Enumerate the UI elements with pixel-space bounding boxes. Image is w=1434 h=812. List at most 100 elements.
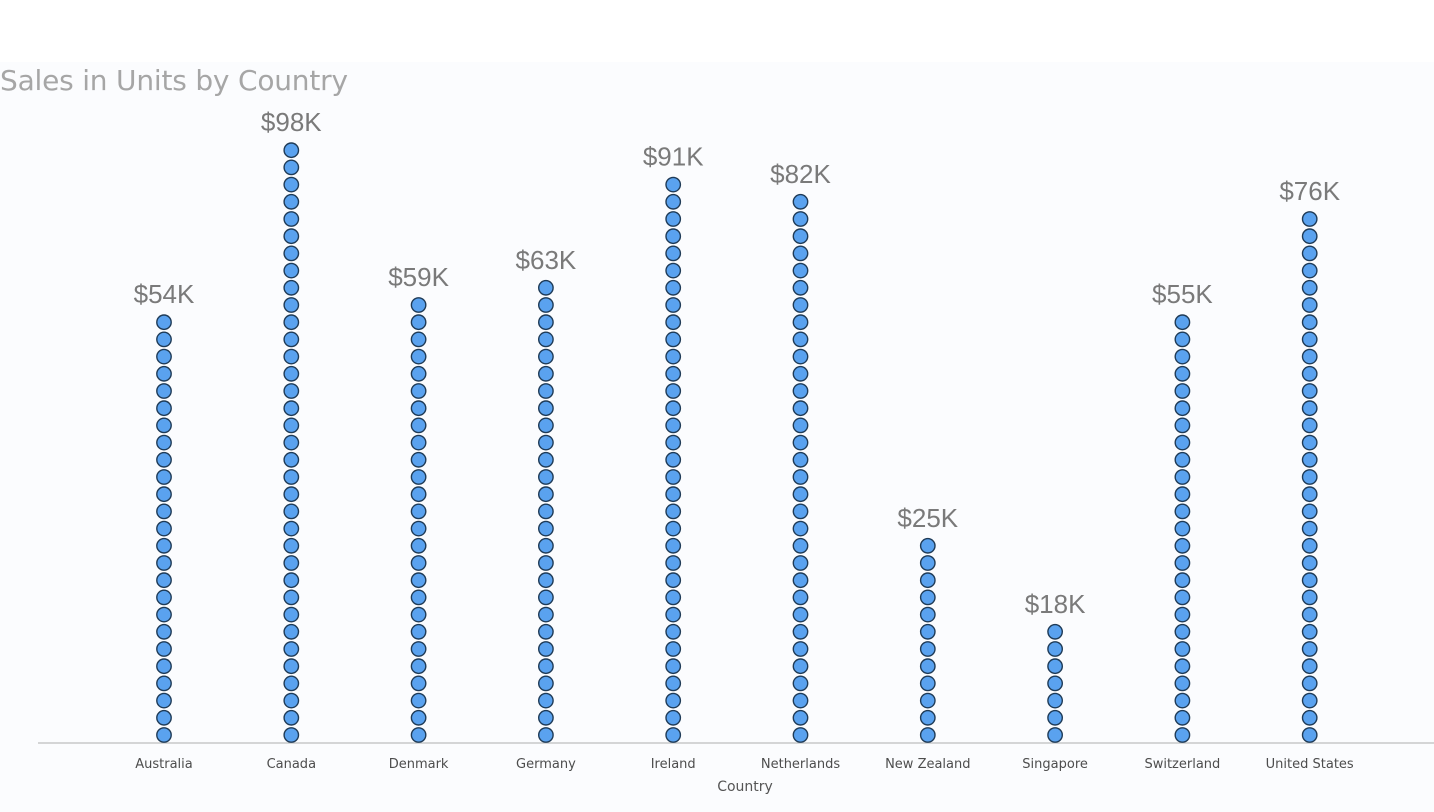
data-dot	[284, 177, 298, 191]
data-dot	[539, 642, 553, 656]
data-dot	[793, 470, 807, 484]
data-dot	[539, 315, 553, 329]
data-dot	[411, 607, 425, 621]
data-dot	[539, 539, 553, 553]
data-label: $98K	[261, 107, 322, 137]
data-dot	[284, 349, 298, 363]
data-dot	[411, 693, 425, 707]
data-dot	[1303, 418, 1317, 432]
data-dot	[539, 281, 553, 295]
data-dot	[1303, 590, 1317, 604]
data-dot	[793, 212, 807, 226]
data-dot	[284, 625, 298, 639]
data-dot	[539, 556, 553, 570]
data-dot	[284, 504, 298, 518]
data-dot	[157, 539, 171, 553]
column-netherlands[interactable]: $82K Netherlands	[761, 159, 840, 772]
data-dot	[539, 332, 553, 346]
data-dot	[284, 435, 298, 449]
column-switzerland[interactable]: $55K Switzerland	[1144, 279, 1220, 772]
data-dot	[666, 435, 680, 449]
data-dot	[1048, 676, 1062, 690]
data-dot	[1175, 676, 1189, 690]
data-dot	[157, 676, 171, 690]
data-dot	[284, 315, 298, 329]
data-dot	[921, 556, 935, 570]
data-dot	[666, 384, 680, 398]
data-dot	[1175, 556, 1189, 570]
data-dot	[539, 453, 553, 467]
data-dot	[284, 212, 298, 226]
x-tick-label: Canada	[267, 757, 316, 772]
column-ireland[interactable]: $91K Ireland	[643, 142, 704, 772]
column-australia[interactable]: $54K Australia	[134, 279, 195, 772]
data-dot	[1175, 435, 1189, 449]
data-dot	[666, 281, 680, 295]
data-dot	[793, 487, 807, 501]
data-dot	[1175, 349, 1189, 363]
data-dot	[793, 246, 807, 260]
data-dot	[1048, 659, 1062, 673]
data-dot	[411, 315, 425, 329]
data-dot	[1175, 521, 1189, 535]
data-dot	[1303, 504, 1317, 518]
data-dot	[793, 195, 807, 209]
data-dot	[284, 453, 298, 467]
data-dot	[1175, 659, 1189, 673]
data-dot	[539, 401, 553, 415]
data-dot	[539, 504, 553, 518]
data-dot	[157, 504, 171, 518]
data-dot	[284, 143, 298, 157]
data-dot	[539, 711, 553, 725]
data-dot	[539, 573, 553, 587]
column-canada[interactable]: $98K Canada	[261, 107, 322, 772]
data-dot	[921, 590, 935, 604]
data-label: $63K	[516, 245, 577, 275]
data-dot	[1303, 521, 1317, 535]
data-dot	[1303, 625, 1317, 639]
data-dot	[1303, 470, 1317, 484]
data-dot	[793, 263, 807, 277]
data-dot	[284, 160, 298, 174]
column-denmark[interactable]: $59K Denmark	[388, 262, 449, 772]
data-dot	[921, 607, 935, 621]
data-dot	[1303, 539, 1317, 553]
data-dot	[284, 384, 298, 398]
data-dot	[1303, 263, 1317, 277]
data-dot	[793, 418, 807, 432]
data-dot	[411, 521, 425, 535]
data-dot	[666, 607, 680, 621]
column-united-states[interactable]: $76K United States	[1266, 176, 1354, 772]
data-dot	[157, 711, 171, 725]
data-dot	[666, 418, 680, 432]
data-dot	[1175, 332, 1189, 346]
data-dot	[1303, 384, 1317, 398]
data-dot	[793, 573, 807, 587]
data-dot	[793, 315, 807, 329]
data-dot	[411, 349, 425, 363]
data-dot	[411, 625, 425, 639]
data-label: $18K	[1025, 589, 1086, 619]
column-singapore[interactable]: $18K Singapore	[1022, 589, 1088, 772]
data-dot	[666, 728, 680, 742]
data-dot	[793, 711, 807, 725]
data-dot	[666, 539, 680, 553]
data-dot	[539, 659, 553, 673]
data-dot	[1303, 332, 1317, 346]
data-dot	[666, 573, 680, 587]
data-dot	[921, 676, 935, 690]
data-dot	[411, 470, 425, 484]
data-dot	[1048, 728, 1062, 742]
data-dot	[1303, 212, 1317, 226]
column-germany[interactable]: $63K Germany	[516, 245, 577, 772]
column-new-zealand[interactable]: $25K New Zealand	[885, 503, 970, 772]
data-dot	[1303, 315, 1317, 329]
data-dot	[411, 332, 425, 346]
data-dot	[411, 487, 425, 501]
data-dot	[666, 263, 680, 277]
data-dot	[921, 642, 935, 656]
data-dot	[793, 504, 807, 518]
data-dot	[411, 367, 425, 381]
data-dot	[284, 470, 298, 484]
